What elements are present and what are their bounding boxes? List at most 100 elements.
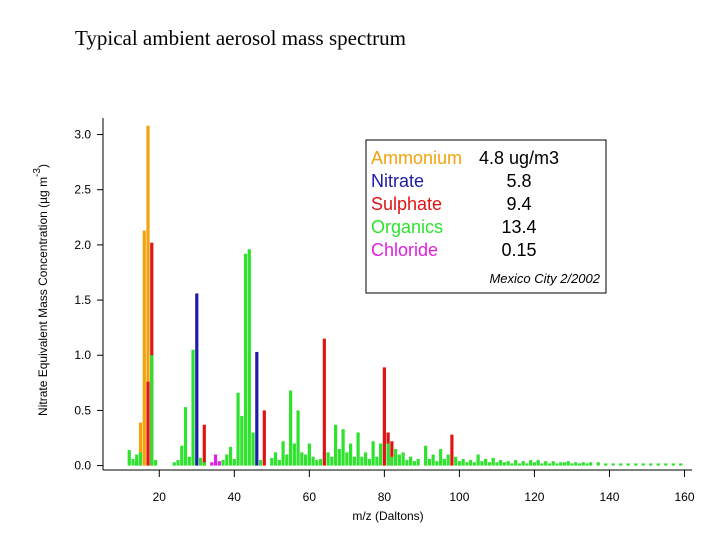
legend-amount: 0.15 [501, 240, 536, 260]
y-tick-label: 2.5 [74, 183, 91, 197]
bar [611, 463, 615, 466]
bar [649, 463, 653, 466]
bar [352, 456, 356, 466]
legend-box [365, 139, 607, 294]
bar [547, 463, 552, 466]
bar [292, 443, 296, 466]
bar [142, 230, 146, 466]
bar [382, 367, 386, 466]
bar [150, 355, 154, 466]
bar [525, 463, 529, 466]
bar [476, 454, 480, 466]
bar [341, 429, 345, 466]
bar [472, 462, 477, 466]
bar [213, 454, 218, 466]
bar [210, 462, 214, 466]
bar [439, 449, 443, 466]
bar [333, 424, 338, 466]
bar [502, 462, 507, 466]
bar [495, 462, 499, 466]
bar [247, 249, 251, 466]
bar [390, 456, 394, 466]
bar [138, 452, 143, 466]
bar [236, 392, 240, 466]
bar [570, 463, 574, 466]
chart-title: Typical ambient aerosol mass spectrum [75, 26, 406, 50]
bar [183, 407, 188, 466]
bar [131, 458, 135, 466]
bar [176, 460, 180, 466]
bar [679, 463, 683, 466]
bar [228, 446, 233, 466]
bar [202, 424, 206, 466]
y-tick-label: 1.0 [74, 348, 91, 362]
bar [555, 463, 559, 466]
legend-name: Organics [371, 217, 443, 237]
bar [318, 458, 323, 466]
bar [484, 458, 488, 466]
bar [360, 456, 364, 466]
bar [529, 460, 533, 466]
bar [424, 445, 428, 466]
bar [349, 443, 353, 466]
bar [251, 432, 255, 466]
bar [589, 462, 593, 466]
bar [191, 349, 195, 466]
bar [499, 460, 503, 466]
bar [551, 461, 555, 466]
bar [454, 456, 458, 466]
bar [604, 463, 608, 466]
bar [315, 460, 319, 466]
bar [345, 452, 349, 466]
bar [146, 125, 150, 466]
bar [461, 458, 465, 466]
bar [180, 445, 184, 466]
bar [337, 449, 341, 466]
y-axis-label-sup: -3 [32, 168, 43, 177]
bar [356, 432, 360, 466]
bar [322, 338, 326, 466]
bar [300, 452, 304, 466]
bar [364, 452, 368, 466]
bar [517, 463, 522, 466]
bar [326, 452, 330, 466]
bar [138, 422, 143, 466]
legend-name: Chloride [371, 240, 438, 260]
x-tick-label: 140 [599, 490, 619, 504]
bar [532, 462, 537, 466]
bar [311, 456, 315, 466]
bar [510, 463, 514, 466]
bar [480, 461, 484, 466]
legend-name: Nitrate [371, 171, 424, 191]
bar [559, 462, 563, 466]
bar [243, 253, 248, 466]
bar [656, 463, 660, 466]
legend-amount: 13.4 [501, 217, 536, 237]
bar [255, 351, 259, 466]
x-tick-label: 80 [378, 490, 392, 504]
bar [127, 450, 131, 466]
bar [172, 462, 176, 466]
legend-amount: 9.4 [506, 194, 531, 214]
bar [153, 460, 158, 466]
bar [435, 461, 439, 466]
bar [330, 456, 334, 466]
bar [577, 463, 582, 466]
bar [544, 461, 548, 466]
bar [394, 449, 398, 466]
annotation: Mexico City 2/2002 [489, 271, 600, 286]
bar [540, 463, 544, 466]
bar [270, 457, 274, 466]
bar [135, 454, 139, 466]
bar [634, 463, 638, 466]
bar [202, 462, 206, 466]
bar [221, 460, 225, 466]
bar [296, 410, 300, 466]
bar [487, 462, 492, 466]
bar [146, 381, 150, 466]
x-tick-label: 20 [153, 490, 167, 504]
bar [641, 463, 645, 466]
bar [281, 441, 285, 466]
x-tick-label: 40 [228, 490, 242, 504]
